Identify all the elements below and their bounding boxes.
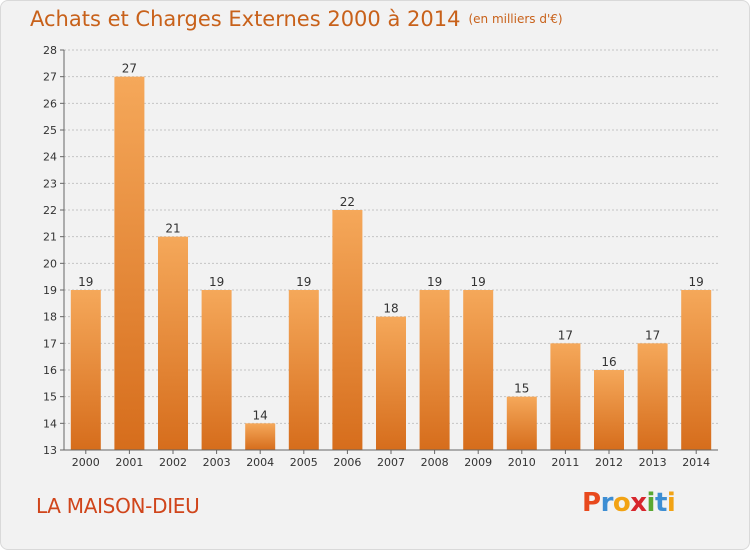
bar xyxy=(201,290,232,450)
y-tick-label: 13 xyxy=(43,444,57,457)
x-tick-label: 2007 xyxy=(377,456,405,469)
bar xyxy=(594,370,624,450)
data-label: 17 xyxy=(645,328,660,342)
x-tick-label: 2011 xyxy=(551,456,579,469)
bar xyxy=(70,290,101,450)
bars: 19 27 21 19 14 19 22 18 19 19 15 17 16 17 19 xyxy=(70,62,712,451)
logo-letter: t xyxy=(654,488,667,518)
data-label: 21 xyxy=(165,222,180,236)
data-label: 19 xyxy=(209,275,224,289)
x-tick-label: 2002 xyxy=(159,456,187,469)
bar xyxy=(332,210,363,450)
data-label: 19 xyxy=(427,275,442,289)
y-tick-label: 21 xyxy=(43,231,57,244)
axes: 13 14 15 16 17 18 19 20 21 22 23 24 25 26 27 28 2000 2001… xyxy=(43,44,718,469)
chart-title-text: Achats et Charges Externes 2000 à 2014 xyxy=(30,7,461,31)
data-label: 16 xyxy=(601,355,616,369)
logo-letter: i xyxy=(646,488,656,518)
proxiti-logo: Proxiti xyxy=(582,488,676,518)
data-label: 19 xyxy=(78,275,93,289)
data-label: 14 xyxy=(253,408,268,422)
bar xyxy=(114,76,145,451)
logo-letter: i xyxy=(666,488,676,518)
data-label: 19 xyxy=(296,275,311,289)
bar xyxy=(681,290,712,450)
y-tick-label: 27 xyxy=(43,71,57,84)
y-tick-label: 22 xyxy=(43,204,57,217)
commune-name: LA MAISON-DIEU xyxy=(36,494,200,518)
chart-unit: (en milliers d'€) xyxy=(468,12,563,26)
bar xyxy=(637,343,668,450)
bar xyxy=(245,423,276,450)
bar xyxy=(158,236,188,450)
x-tick-label: 2006 xyxy=(333,456,361,469)
logo-letter: o xyxy=(612,488,631,518)
x-tick-label: 2014 xyxy=(682,456,710,469)
bar xyxy=(419,290,450,450)
x-tick-label: 2000 xyxy=(72,456,100,469)
chart-title: Achats et Charges Externes 2000 à 2014 (e… xyxy=(30,7,563,31)
x-tick-label: 2010 xyxy=(508,456,536,469)
bar xyxy=(376,316,406,450)
y-tick-label: 26 xyxy=(43,97,57,110)
data-label: 19 xyxy=(689,275,704,289)
x-tick-label: 2008 xyxy=(421,456,449,469)
y-tick-label: 16 xyxy=(43,364,57,377)
data-label: 27 xyxy=(122,62,137,76)
x-tick-label: 2005 xyxy=(290,456,318,469)
y-tick-label: 25 xyxy=(43,124,57,137)
x-tick-label: 2009 xyxy=(464,456,492,469)
x-tick-label: 2003 xyxy=(203,456,231,469)
logo-letter: x xyxy=(630,488,647,518)
x-tick-label: 2013 xyxy=(639,456,667,469)
data-label: 19 xyxy=(471,275,486,289)
data-label: 17 xyxy=(558,328,573,342)
y-tick-label: 23 xyxy=(43,177,57,190)
x-tick-label: 2001 xyxy=(115,456,143,469)
y-tick-label: 14 xyxy=(43,417,57,430)
x-tick-label: 2004 xyxy=(246,456,274,469)
bar xyxy=(288,290,319,450)
x-tick-label: 2012 xyxy=(595,456,623,469)
y-tick-label: 28 xyxy=(43,44,57,57)
y-tick-label: 24 xyxy=(43,151,57,164)
y-tick-label: 19 xyxy=(43,284,57,297)
y-tick-label: 15 xyxy=(43,391,57,404)
bar xyxy=(506,396,537,450)
bar xyxy=(550,343,581,450)
logo-letter: r xyxy=(600,488,614,518)
y-tick-label: 18 xyxy=(43,311,57,324)
data-label: 18 xyxy=(383,302,398,316)
data-label: 15 xyxy=(514,382,529,396)
bar xyxy=(463,290,494,450)
data-label: 22 xyxy=(340,195,355,209)
logo-letter: P xyxy=(582,488,601,518)
y-tick-label: 20 xyxy=(43,257,57,270)
y-tick-label: 17 xyxy=(43,337,57,350)
